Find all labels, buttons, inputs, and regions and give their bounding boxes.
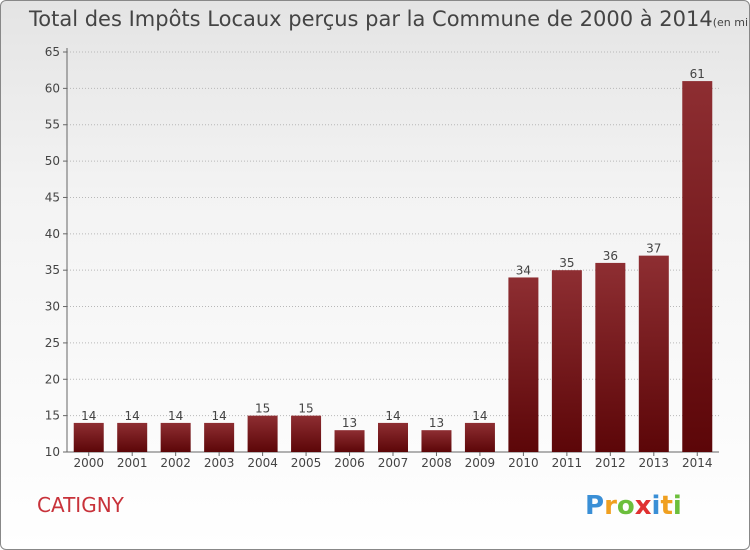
chart-unit: (en milliers d'€) <box>712 16 749 29</box>
x-tick-label: 2004 <box>247 456 278 470</box>
bar-2001 <box>117 422 148 452</box>
data-label: 35 <box>559 256 574 270</box>
bar-2014 <box>682 81 713 452</box>
x-tick-label: 2012 <box>595 456 626 470</box>
logo-letter: i <box>651 491 661 521</box>
y-tick-label: 35 <box>45 263 60 277</box>
x-tick-label: 2009 <box>465 456 496 470</box>
bar-2010 <box>508 277 539 452</box>
logo-letter: r <box>604 491 617 521</box>
logo-letter: i <box>672 491 682 521</box>
data-label: 14 <box>472 409 487 423</box>
data-label: 36 <box>603 249 618 263</box>
bar-2003 <box>204 422 235 452</box>
data-labels: 14 14 14 14 15 15 13 14 13 14 34 35 36 37 61 <box>81 67 705 430</box>
bar-2008 <box>421 430 452 452</box>
data-label: 34 <box>516 263 531 277</box>
data-label: 14 <box>211 409 226 423</box>
bar-2002 <box>160 422 191 452</box>
bar-2007 <box>378 422 408 452</box>
logo-letter: t <box>660 491 673 521</box>
y-tick-label: 30 <box>45 300 60 314</box>
y-tick-label: 45 <box>45 190 60 204</box>
bar-2006 <box>334 430 365 452</box>
data-label: 14 <box>168 409 183 423</box>
y-tick-label: 65 <box>45 45 60 59</box>
proxiti-logo: Proxiti <box>585 491 682 521</box>
bar-2009 <box>464 422 495 452</box>
x-tick-label: 2003 <box>204 456 235 470</box>
y-tick-label: 60 <box>45 81 60 95</box>
data-label: 15 <box>255 402 270 416</box>
x-tick-label: 2010 <box>508 456 539 470</box>
y-tick-label: 10 <box>45 445 60 459</box>
x-tick-label: 2007 <box>378 456 409 470</box>
data-label: 14 <box>81 409 96 423</box>
data-label: 14 <box>125 409 140 423</box>
y-tick-label: 55 <box>45 118 60 132</box>
x-tick-label: 2011 <box>552 456 583 470</box>
x-tick-label: 2014 <box>682 456 713 470</box>
x-tick-label: 2002 <box>160 456 191 470</box>
x-tick-label: 2001 <box>117 456 148 470</box>
x-tick-label: 2000 <box>73 456 104 470</box>
data-label: 61 <box>690 67 705 81</box>
data-label: 37 <box>646 242 661 256</box>
data-label: 14 <box>385 409 400 423</box>
commune-name: CATIGNY <box>37 493 124 517</box>
bar-2000 <box>73 422 104 452</box>
logo-letter: x <box>634 491 652 521</box>
y-tick-label: 15 <box>45 409 60 423</box>
chart-title-text: Total des Impôts Locaux perçus par la Co… <box>29 7 713 31</box>
y-tick-label: 50 <box>45 154 60 168</box>
logo-letter: o <box>616 491 635 521</box>
data-label: 13 <box>429 416 444 430</box>
logo-letter: P <box>585 491 605 521</box>
data-label: 15 <box>298 402 313 416</box>
x-tick-label: 2005 <box>291 456 322 470</box>
bar-2004 <box>247 415 278 452</box>
x-tick-label: 2008 <box>421 456 452 470</box>
y-tick-label: 40 <box>45 227 60 241</box>
data-label: 13 <box>342 416 357 430</box>
x-tick-label: 2013 <box>639 456 670 470</box>
x-tick-label: 2006 <box>334 456 365 470</box>
bar-2012 <box>595 262 626 452</box>
bar-2005 <box>291 415 322 452</box>
bars <box>73 81 713 452</box>
bar-2011 <box>551 270 582 452</box>
y-tick-label: 25 <box>45 336 60 350</box>
y-tick-label: 20 <box>45 372 60 386</box>
bar-2013 <box>638 255 669 452</box>
chart-title: Total des Impôts Locaux perçus par la Co… <box>29 7 749 31</box>
